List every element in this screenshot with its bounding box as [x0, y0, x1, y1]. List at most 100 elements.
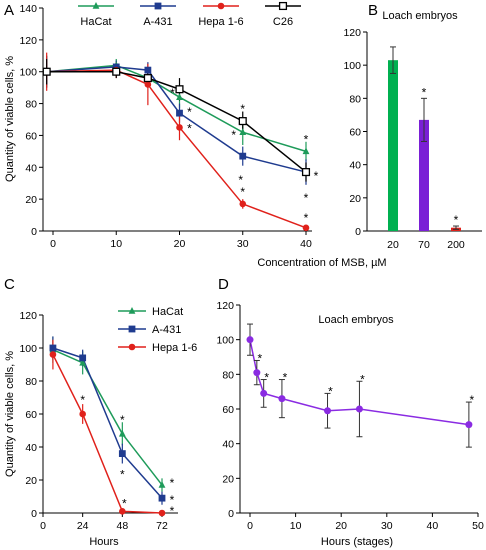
- chart-a-series-line: [46, 70, 307, 173]
- chart-c-significance-mark: *: [80, 393, 85, 407]
- chart-c-legend-label: Hepa 1-6: [152, 342, 197, 354]
- chart-b-y-tick-label: 0: [355, 226, 361, 238]
- chart-d-significance-mark: *: [283, 371, 288, 385]
- chart-a-significance-mark: *: [187, 105, 192, 119]
- chart-c-point: [158, 480, 166, 488]
- chart-a-significance-mark: *: [304, 211, 309, 225]
- chart-a-x-tick-label: 20: [174, 238, 186, 250]
- chart-a-y-tick-label: 120: [19, 35, 37, 47]
- chart-a-point: [176, 124, 183, 131]
- chart-a-significance-mark: *: [240, 102, 245, 116]
- chart-a-legend-marker: [278, 1, 288, 11]
- chart-a-point: [301, 168, 311, 177]
- chart-d-point: [246, 336, 254, 344]
- chart-b-bar: [388, 60, 398, 231]
- chart-b-y-tick-label: 60: [349, 127, 361, 139]
- chart-c-significance-mark: *: [120, 468, 125, 482]
- chart-d-x-tick-label: 50: [472, 520, 484, 532]
- chart-b-y-tick-label: 40: [349, 160, 361, 172]
- chart-a-legend-marker: [217, 2, 225, 10]
- chart-a-point: [175, 85, 184, 94]
- chart-c-y-tick-label: 120: [19, 310, 37, 322]
- chart-c-point: [118, 429, 126, 437]
- chart-a-x-axis-label: Concentration of MSB, µM: [257, 257, 386, 269]
- chart-a-significance-mark: *: [314, 169, 319, 183]
- chart-a-point: [302, 147, 310, 155]
- chart-a-point: [176, 109, 183, 117]
- chart-a-significance-mark: *: [231, 128, 236, 142]
- chart-a-point: [42, 67, 51, 76]
- chart-c-y-tick-label: 40: [25, 442, 37, 454]
- chart-c-x-axis-label: Hours: [89, 536, 119, 548]
- chart-c-point: [79, 354, 87, 362]
- chart-c-point: [49, 344, 57, 352]
- chart-c-point: [158, 509, 166, 517]
- chart-b-y-tick-label: 80: [349, 93, 361, 105]
- chart-c-point: [79, 410, 86, 418]
- chart-b-significance-mark: *: [454, 213, 459, 227]
- chart-c-significance-mark: *: [170, 476, 175, 490]
- chart-c-point: [119, 508, 126, 515]
- chart-c-x-tick-label: 48: [116, 520, 128, 532]
- chart-d-x-tick-label: 10: [290, 520, 302, 532]
- chart-b: 0 20 40 60 80 100 120 Loach embryos 20 70 * 200 *: [343, 10, 482, 251]
- chart-a-y-tick-label: 0: [31, 226, 37, 238]
- chart-d-significance-mark: *: [258, 351, 263, 365]
- chart-b-x-tick-label: 70: [418, 239, 430, 251]
- panel-letter-a: A: [4, 2, 14, 19]
- chart-a-significance-mark: *: [238, 173, 243, 187]
- chart-a-x-tick-label: 30: [237, 238, 249, 250]
- panel-letter-b: B: [368, 2, 378, 19]
- chart-a-point: [239, 152, 247, 160]
- chart-a-x-tick-label: 40: [300, 238, 312, 250]
- chart-b-y-tick-label: 20: [349, 193, 361, 205]
- chart-d-y-tick-label: 60: [222, 404, 234, 416]
- chart-a-point: [239, 128, 247, 136]
- chart-d-y-tick-label: 80: [222, 369, 234, 381]
- chart-c-x-tick-label: 24: [77, 520, 89, 532]
- chart-a-y-tick-label: 100: [19, 67, 37, 79]
- chart-a-significance-mark: *: [170, 86, 175, 100]
- chart-c-significance-mark: *: [120, 413, 125, 427]
- chart-d-point: [465, 421, 473, 429]
- chart-b-y-tick-label: 120: [343, 27, 361, 39]
- chart-c-y-tick-label: 0: [31, 508, 37, 520]
- chart-d-point: [278, 395, 286, 403]
- chart-a-point: [176, 93, 183, 100]
- chart-a-point: [239, 200, 247, 208]
- chart-d-y-tick-label: 20: [222, 473, 234, 485]
- chart-b-bar: [419, 119, 429, 231]
- chart-a-significance-mark: *: [304, 132, 309, 146]
- chart-c-legend-label: A-431: [152, 324, 181, 336]
- chart-c-y-tick-label: 80: [25, 376, 37, 388]
- chart-a-point: [143, 74, 152, 83]
- chart-c-point: [158, 494, 166, 502]
- chart-a-point: [238, 117, 247, 126]
- chart-d-x-tick-label: 40: [427, 520, 439, 532]
- chart-d-point: [253, 369, 261, 377]
- chart-c-y-tick-label: 20: [25, 475, 37, 487]
- chart-c-legend-marker: [128, 325, 136, 333]
- chart-d-y-tick-label: 0: [228, 508, 234, 520]
- chart-a-legend-label: HaCat: [80, 16, 111, 28]
- chart-a-y-tick-label: 20: [25, 194, 37, 206]
- chart-a-legend-marker: [154, 2, 162, 10]
- chart-d-y-tick-label: 40: [222, 439, 234, 451]
- chart-a-y-tick-label: 60: [25, 130, 37, 142]
- chart-a: 0 20 40 60 80 100 120 140 0 10 20 30 40 Quantity of v…: [4, 1, 387, 269]
- chart-a-y-axis-label: Quantity of viable cells, %: [4, 56, 16, 182]
- chart-c-x-tick-label: 72: [156, 520, 168, 532]
- chart-a-point: [112, 67, 121, 76]
- chart-c-point: [49, 351, 57, 358]
- chart-c-series-line: [52, 348, 163, 486]
- chart-d-significance-mark: *: [264, 371, 269, 385]
- chart-a-legend-label: A-431: [143, 16, 172, 28]
- chart-c-legend-marker: [128, 343, 136, 351]
- chart-c-legend-label: HaCat: [152, 306, 183, 318]
- chart-c-y-tick-label: 100: [19, 343, 37, 355]
- chart-d-x-axis-label: Hours (stages): [321, 536, 393, 548]
- chart-a-point: [144, 81, 152, 88]
- chart-d-y-tick-label: 120: [216, 300, 234, 312]
- chart-a-y-tick-label: 140: [19, 3, 37, 15]
- chart-b-significance-mark: *: [422, 85, 427, 99]
